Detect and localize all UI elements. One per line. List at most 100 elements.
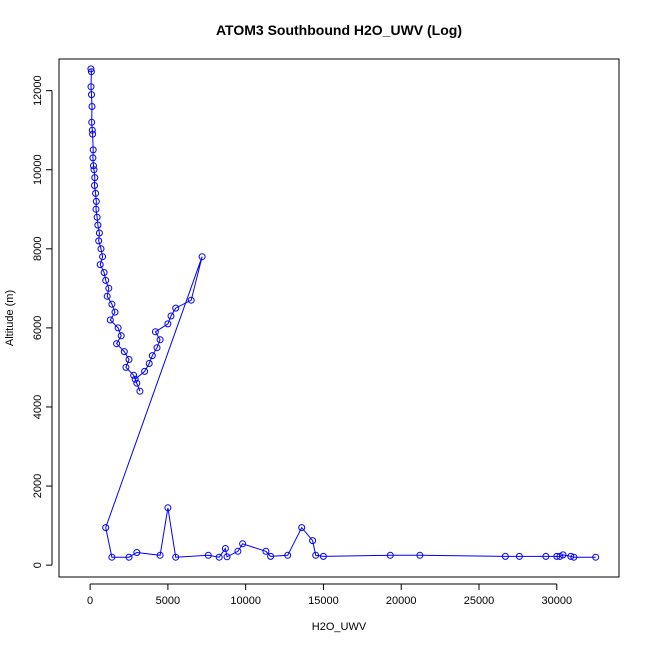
data-point [95, 229, 103, 237]
data-point [267, 552, 275, 560]
y-axis: 0 2000 4000 6000 8000 10000 12000 [32, 75, 53, 568]
data-point [262, 547, 270, 555]
data-point [92, 189, 100, 197]
data-point [99, 253, 107, 261]
data-point [94, 221, 102, 229]
data-point [215, 553, 223, 561]
x-tick-label: 25000 [464, 595, 495, 607]
data-point [90, 166, 98, 174]
x-tick-label: 5000 [156, 595, 180, 607]
y-tick-label: 2000 [32, 474, 44, 498]
series-line [90, 68, 596, 558]
data-point [136, 387, 144, 395]
x-axis: 0 5000 10000 15000 20000 25000 30000 [87, 583, 572, 607]
data-point [153, 344, 161, 352]
data-point [515, 552, 523, 560]
data-point [102, 524, 110, 532]
data-point [100, 269, 108, 276]
y-tick-label: 0 [32, 562, 44, 568]
x-tick-label: 15000 [308, 595, 339, 607]
data-point [542, 552, 550, 560]
data-point [108, 553, 116, 561]
data-point [151, 328, 159, 336]
data-point [198, 253, 206, 261]
x-tick-label: 30000 [541, 595, 572, 607]
data-point [113, 340, 121, 348]
data-point [130, 371, 138, 379]
data-point [553, 552, 561, 560]
data-point [133, 379, 141, 387]
data-point [172, 304, 180, 312]
data-point [102, 276, 110, 284]
y-tick-label: 10000 [32, 154, 44, 185]
data-point [239, 540, 247, 548]
data-point [120, 348, 128, 356]
data-point [89, 154, 97, 162]
data-point [125, 356, 133, 363]
data-point [88, 118, 96, 126]
data-point [95, 237, 103, 245]
data-point [125, 553, 133, 561]
data-point [96, 261, 104, 269]
data-point [91, 174, 99, 182]
data-point [87, 83, 95, 91]
y-tick-label: 4000 [32, 395, 44, 419]
data-point [156, 551, 164, 559]
data-point [88, 103, 96, 110]
data-point [141, 367, 149, 375]
x-tick-label: 10000 [230, 595, 261, 607]
data-point [312, 551, 320, 559]
data-point [298, 524, 306, 532]
data-point [221, 545, 229, 552]
data-point [114, 324, 122, 332]
data-point [133, 549, 141, 556]
data-point [156, 336, 164, 344]
data-point [122, 363, 130, 371]
data-point [164, 320, 172, 328]
data-point [89, 146, 97, 154]
data-point [172, 553, 180, 561]
data-point [131, 375, 139, 383]
y-tick-label: 6000 [32, 316, 44, 340]
series-points [87, 65, 600, 561]
series-lines [90, 68, 596, 558]
data-point [108, 300, 116, 308]
data-point [88, 126, 96, 134]
data-point [117, 332, 125, 340]
data-point [89, 130, 97, 138]
plot-frame [58, 58, 620, 578]
y-tick-label: 8000 [32, 237, 44, 261]
chart-title: ATOM3 Southbound H2O_UWV (Log) [216, 22, 462, 38]
data-point [90, 162, 97, 170]
data-point [88, 91, 95, 99]
y-tick-label: 12000 [32, 75, 44, 106]
data-point [91, 182, 98, 189]
y-axis-label: Altitude (m) [4, 290, 16, 346]
data-point [87, 65, 95, 73]
data-point [386, 551, 394, 559]
data-point [145, 360, 153, 367]
data-point [570, 553, 578, 561]
data-point [93, 213, 101, 221]
x-tick-label: 0 [87, 595, 93, 607]
data-point [223, 553, 231, 561]
data-point [111, 308, 119, 316]
data-point [103, 292, 111, 300]
data-point [97, 245, 105, 253]
data-point [234, 547, 242, 555]
data-point [105, 284, 113, 292]
data-point [319, 552, 327, 560]
data-point [92, 205, 100, 213]
data-point [567, 552, 575, 560]
data-point [284, 551, 292, 559]
x-tick-label: 20000 [386, 595, 417, 607]
data-point [92, 197, 100, 205]
data-point [204, 551, 212, 559]
data-point [592, 553, 600, 561]
data-point [309, 537, 317, 545]
data-point [559, 551, 567, 559]
data-point [164, 504, 172, 512]
data-point [167, 312, 175, 320]
x-axis-label: H2O_UWV [312, 621, 367, 633]
